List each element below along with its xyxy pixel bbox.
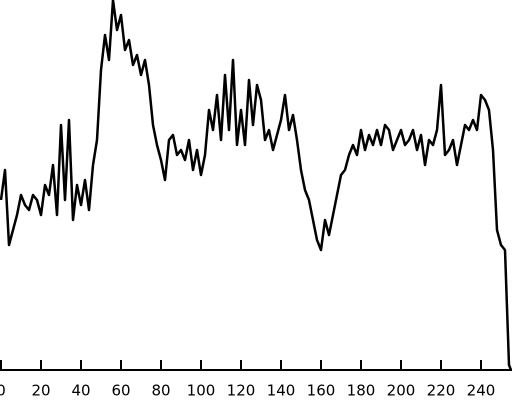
x-tick-label: 200 [387, 382, 416, 400]
x-tick-label: 60 [111, 382, 130, 400]
x-tick-label: 100 [187, 382, 216, 400]
x-tick-label: 160 [307, 382, 336, 400]
x-tick-label: 20 [31, 382, 50, 400]
x-tick-label: 120 [227, 382, 256, 400]
x-tick-label: 140 [267, 382, 296, 400]
x-tick-label: 80 [151, 382, 170, 400]
x-tick-label: 240 [467, 382, 496, 400]
x-tick-label: 220 [427, 382, 456, 400]
line [0, 0, 512, 371]
x-tick-label: 180 [347, 382, 376, 400]
x-tick-label: 40 [71, 382, 90, 400]
x-tick-label: 0 [0, 382, 6, 400]
